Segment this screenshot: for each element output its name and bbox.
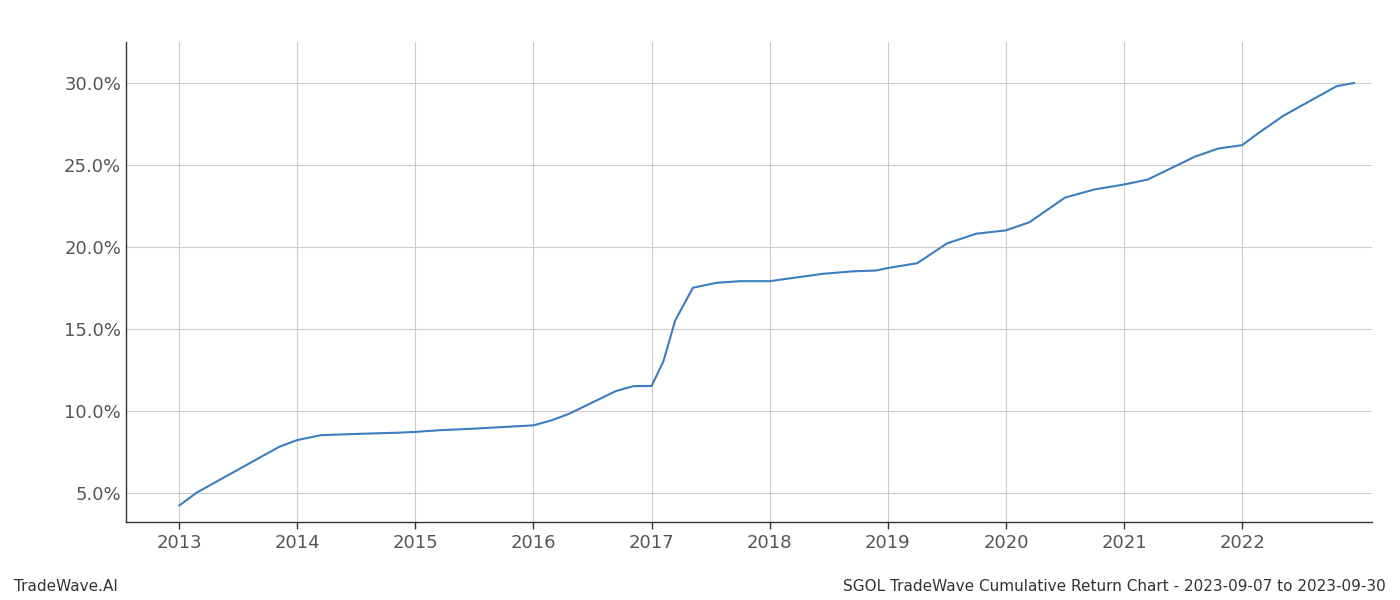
Text: SGOL TradeWave Cumulative Return Chart - 2023-09-07 to 2023-09-30: SGOL TradeWave Cumulative Return Chart -… (843, 579, 1386, 594)
Text: TradeWave.AI: TradeWave.AI (14, 579, 118, 594)
